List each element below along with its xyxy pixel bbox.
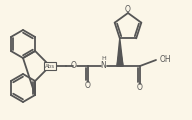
Text: H: H	[102, 55, 106, 60]
Text: OH: OH	[160, 55, 172, 65]
Text: O: O	[137, 84, 143, 93]
Text: O: O	[85, 81, 91, 90]
Polygon shape	[117, 38, 123, 66]
Text: O: O	[71, 61, 77, 71]
Text: Abs: Abs	[45, 63, 55, 69]
Text: O: O	[125, 6, 131, 15]
Text: N: N	[100, 60, 106, 69]
Polygon shape	[117, 48, 123, 66]
